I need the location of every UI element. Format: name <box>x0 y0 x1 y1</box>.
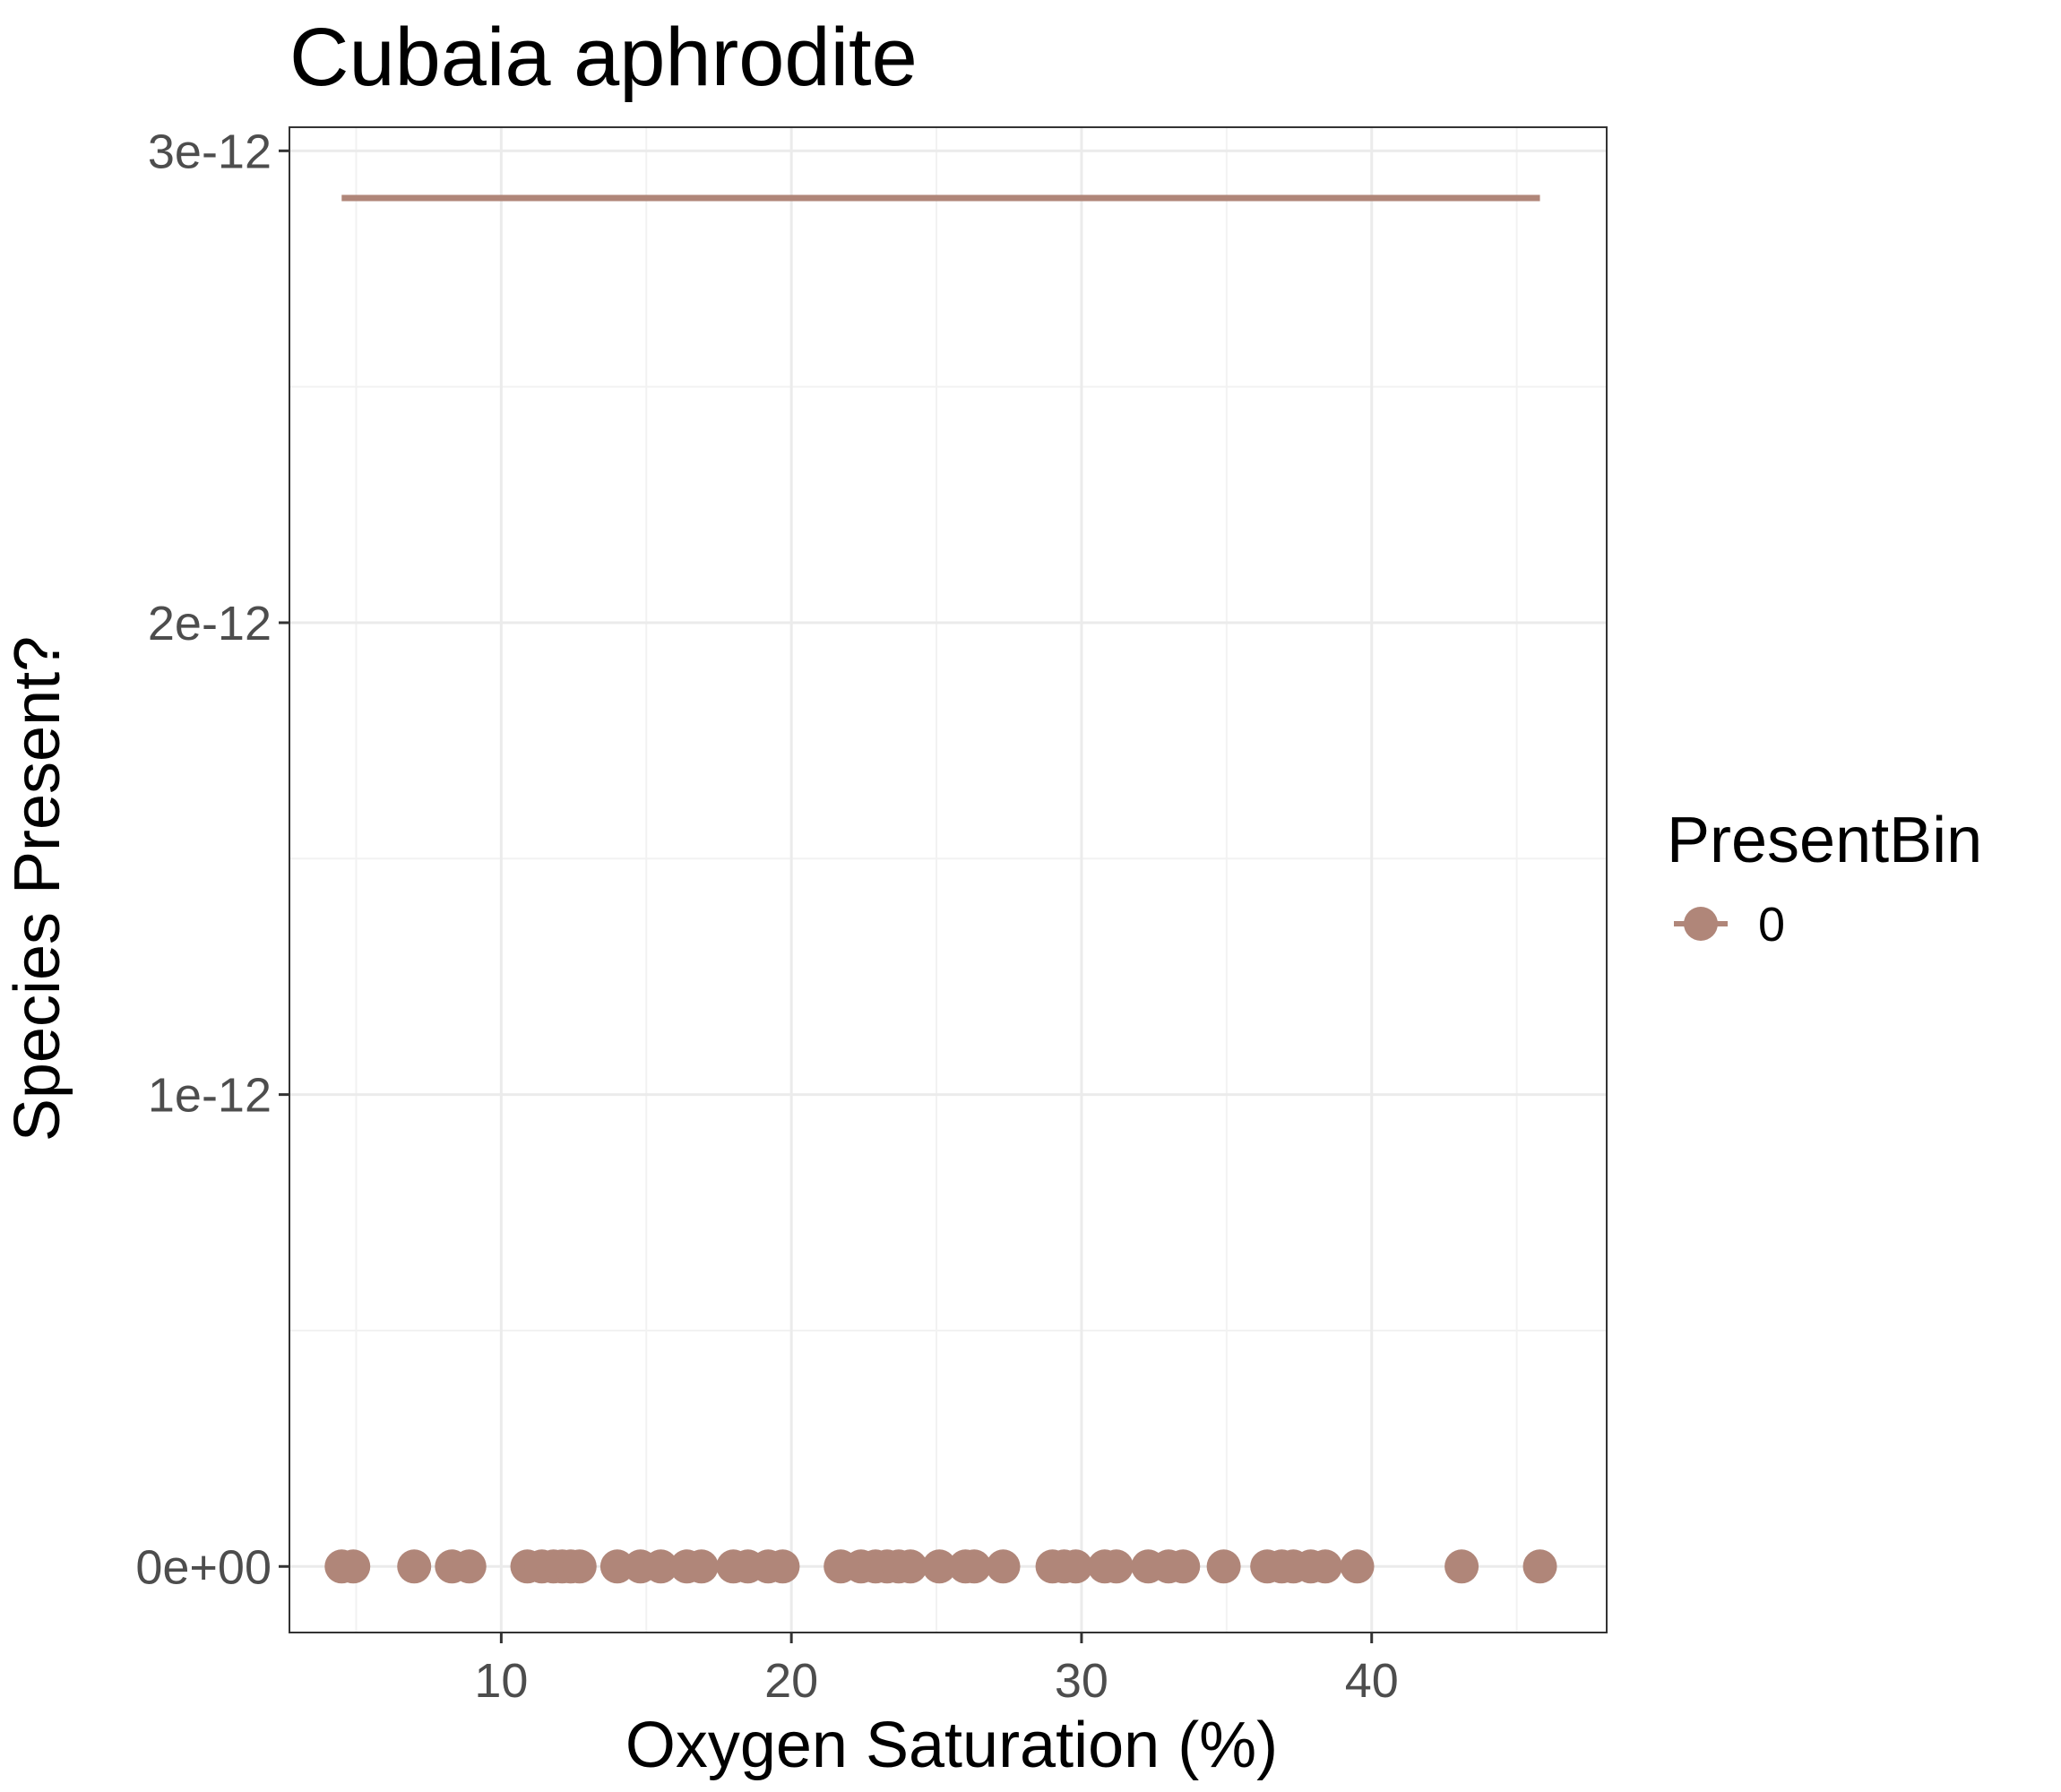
data-point <box>452 1549 487 1584</box>
legend-key-point <box>1684 907 1718 941</box>
data-point <box>1444 1549 1479 1584</box>
data-point <box>684 1549 719 1584</box>
x-axis: 10 20 30 40 <box>474 1633 1399 1708</box>
legend-title: PresentBin <box>1667 805 1982 876</box>
data-point <box>1099 1549 1134 1584</box>
data-point <box>1522 1549 1557 1584</box>
data-point <box>765 1549 800 1584</box>
data-point <box>397 1549 432 1584</box>
data-point <box>1206 1549 1241 1584</box>
y-tick-label: 3e-12 <box>148 125 272 178</box>
data-point <box>893 1549 927 1584</box>
data-point <box>562 1549 597 1584</box>
legend-label: 0 <box>1758 898 1785 952</box>
chart-title: Cubaia aphrodite <box>289 12 918 103</box>
legend: PresentBin 0 <box>1667 805 1982 952</box>
data-point <box>1340 1549 1375 1584</box>
series-layer <box>324 194 1557 1584</box>
data-point <box>922 1549 957 1584</box>
x-axis-title: Oxygen Saturation (%) <box>625 1710 1278 1781</box>
x-tick-label: 10 <box>474 1654 528 1708</box>
y-tick-label: 0e+00 <box>135 1540 272 1594</box>
y-tick-label: 2e-12 <box>148 597 272 650</box>
x-tick-label: 40 <box>1345 1654 1399 1708</box>
grid-lines <box>289 127 1607 1633</box>
x-tick-label: 30 <box>1055 1654 1108 1708</box>
plot-panel-border <box>289 126 1608 1633</box>
x-tick-label: 20 <box>764 1654 818 1708</box>
y-tick-label: 1e-12 <box>148 1069 272 1123</box>
y-axis: 0e+00 1e-12 2e-12 3e-12 <box>135 125 289 1594</box>
data-point <box>986 1549 1021 1584</box>
data-point <box>643 1549 678 1584</box>
data-point <box>957 1549 992 1584</box>
y-axis-title: Species Present? <box>2 636 73 1142</box>
data-point <box>336 1549 371 1584</box>
data-point <box>1166 1549 1201 1584</box>
data-point <box>1307 1549 1342 1584</box>
data-point <box>1058 1549 1093 1584</box>
